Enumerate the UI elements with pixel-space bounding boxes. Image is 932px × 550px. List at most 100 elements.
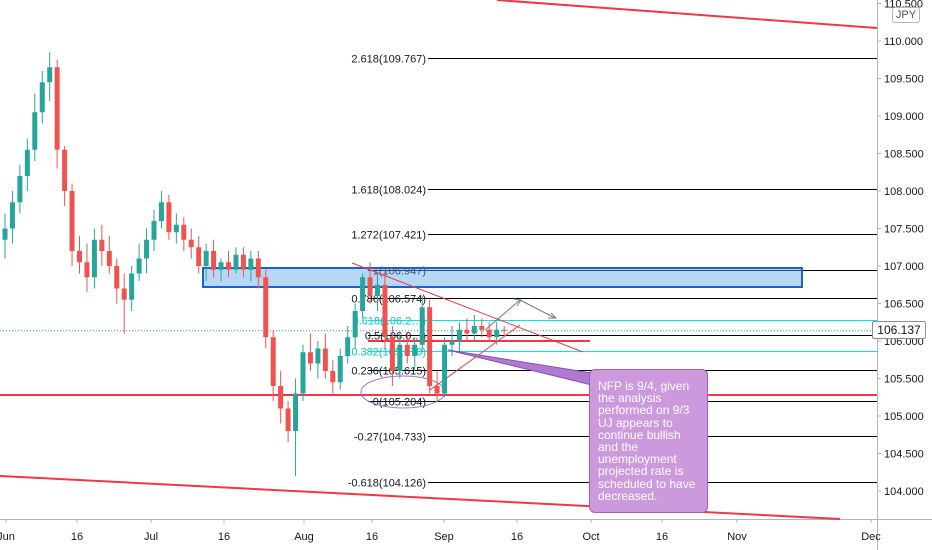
candle-body xyxy=(270,337,276,386)
candle-body xyxy=(494,329,500,338)
time-axis-label: 16 xyxy=(218,531,230,543)
channel-upper-line[interactable] xyxy=(496,0,878,29)
fib-level-label: 0(105.204) xyxy=(373,397,426,409)
candle-body xyxy=(255,258,261,278)
candle-body xyxy=(173,224,179,233)
candle-body xyxy=(69,191,75,251)
candle-body xyxy=(32,112,38,150)
candle-body xyxy=(121,288,127,300)
candle-body xyxy=(419,307,425,345)
triangle-upper-line[interactable] xyxy=(351,262,584,353)
candle-body xyxy=(501,329,507,331)
candle-body xyxy=(479,326,485,330)
candle-body xyxy=(218,262,224,270)
candle-body xyxy=(337,356,343,383)
candle-body xyxy=(2,228,8,240)
time-axis-label: Jul xyxy=(144,531,158,543)
candle-body xyxy=(129,273,135,300)
time-axis-label: 16 xyxy=(656,531,668,543)
price-axis-label: 110.500 xyxy=(884,0,923,11)
price-axis-label: 109.000 xyxy=(884,111,924,123)
candle-body xyxy=(151,221,157,240)
fib-level-label: 1.272(107.421) xyxy=(351,230,426,242)
candle-body xyxy=(54,67,60,150)
price-axis-label: 107.000 xyxy=(884,261,924,273)
price-axis-label: 107.500 xyxy=(884,224,924,236)
fib-level-label: 1.618(108.024) xyxy=(351,185,426,197)
candle-body xyxy=(226,262,231,270)
fib-level-label: 0.618(106.2…) xyxy=(353,316,426,328)
candle-body xyxy=(300,352,306,394)
candle-body xyxy=(285,408,291,431)
projection-arrowhead xyxy=(548,312,558,319)
candle-body xyxy=(434,386,440,394)
time-axis-label: Nov xyxy=(727,531,747,543)
price-axis[interactable]: 104.000 104.500 105.000 105.500 106.000 106.5… xyxy=(877,0,924,498)
candle-body xyxy=(99,239,105,251)
candle-body xyxy=(248,258,254,270)
candle-body xyxy=(91,239,97,278)
price-axis-label: 104.500 xyxy=(884,449,924,461)
candle-body xyxy=(367,277,373,296)
candle-body xyxy=(389,337,395,371)
candle-body xyxy=(211,251,217,270)
candle-body xyxy=(106,251,112,266)
candle-body xyxy=(203,251,209,266)
candle-body xyxy=(322,348,328,371)
candle-body xyxy=(158,202,164,221)
candle-body xyxy=(233,254,239,270)
time-axis-label: 16 xyxy=(366,531,378,543)
candle-body xyxy=(24,149,30,176)
projection-arrowhead xyxy=(513,298,522,307)
candle-body xyxy=(17,176,23,203)
candles[interactable] xyxy=(2,52,507,476)
candle-body xyxy=(404,344,410,356)
candle-body xyxy=(360,277,366,311)
candle-body xyxy=(144,239,150,259)
price-axis-label: 108.500 xyxy=(884,149,924,161)
candle-body xyxy=(84,262,90,278)
candle-body xyxy=(62,149,68,191)
last-price-label: 106.137 xyxy=(872,321,926,339)
candle-body xyxy=(263,277,269,338)
fib-level-label: 2.618(109.767) xyxy=(351,54,426,66)
fib-level-label: 0.236(105.615) xyxy=(351,366,426,378)
candle-body xyxy=(382,284,388,338)
candle-body xyxy=(9,202,15,229)
candle-body xyxy=(39,82,45,113)
time-axis-label: Dec xyxy=(861,531,881,543)
price-axis-label: 105.500 xyxy=(884,374,924,386)
candle-body xyxy=(47,67,53,83)
time-axis-label: Oct xyxy=(582,531,599,543)
candle-body xyxy=(166,202,172,233)
candle-body xyxy=(486,329,492,338)
price-axis-label: 106.000 xyxy=(884,336,924,348)
time-axis-label: Aug xyxy=(294,531,314,543)
price-axis-label: 110.000 xyxy=(884,36,923,48)
candle-body xyxy=(397,344,403,371)
fib-level-label: -0.27(104.733) xyxy=(354,432,426,444)
candle-body xyxy=(352,311,358,338)
candle-body xyxy=(456,329,462,341)
annotation-note[interactable]: NFP is 9/4, given the analysis performed… xyxy=(589,369,708,513)
price-zone-rectangle[interactable] xyxy=(202,267,803,288)
currency-badge[interactable]: JPY xyxy=(892,7,920,23)
candle-body xyxy=(307,352,313,364)
candle-body xyxy=(293,393,299,431)
time-axis-label: 16 xyxy=(71,531,83,543)
candle-body xyxy=(315,348,321,364)
candle-body xyxy=(427,307,433,386)
candle-body xyxy=(114,266,120,289)
candle-body xyxy=(77,251,82,263)
candle-body xyxy=(136,258,142,274)
time-axis[interactable]: Jun 16 Jul 16 Aug 16 Sep 16 Oct 16 Nov Dec xyxy=(0,519,881,543)
price-axis-label: 109.500 xyxy=(884,74,924,86)
fib-level-label: -0.618(104.126) xyxy=(348,478,426,490)
time-axis-label: Sep xyxy=(434,531,454,543)
price-axis-label: 106.500 xyxy=(884,299,924,311)
time-axis-label: Jun xyxy=(0,531,15,543)
candle-body xyxy=(375,284,380,296)
